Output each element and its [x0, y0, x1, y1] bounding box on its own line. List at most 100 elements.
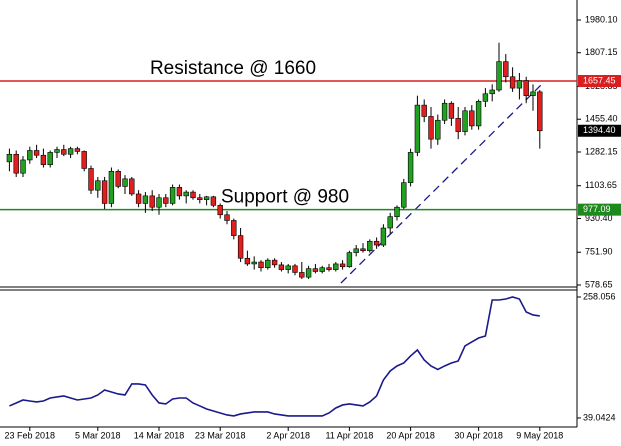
- candle-body: [475, 101, 482, 127]
- candle-body: [47, 152, 53, 165]
- candle-body: [190, 191, 196, 199]
- candle-body: [448, 102, 455, 119]
- trend-line: [340, 84, 542, 284]
- candle-body: [537, 91, 543, 132]
- candle-body: [95, 180, 101, 191]
- candle-body: [142, 195, 149, 204]
- x-tick-label: 23 Mar 2018: [195, 430, 246, 440]
- candle-body: [244, 257, 251, 265]
- candle-body: [231, 220, 237, 236]
- y-tick-label: 1282.15: [585, 146, 618, 156]
- candle-body: [115, 170, 121, 187]
- candle-body: [265, 259, 271, 269]
- x-tick-label: 20 Apr 2018: [386, 430, 435, 440]
- y-tick-label: 930.40: [585, 213, 613, 223]
- candle-body: [237, 235, 244, 259]
- x-tick-label: 11 Apr 2018: [325, 430, 373, 440]
- candle-body: [462, 110, 468, 132]
- level-price-label: 977.09: [583, 204, 611, 214]
- level-price-label: 1657.45: [583, 75, 616, 85]
- candle-body: [33, 150, 40, 156]
- candle-body: [176, 187, 183, 197]
- candle-body: [271, 259, 278, 266]
- candle-body: [258, 261, 264, 269]
- indicator-line: [9, 296, 540, 417]
- x-tick-label: 14 Mar 2018: [134, 430, 185, 440]
- candle-body: [428, 116, 434, 140]
- candle-body: [203, 196, 210, 200]
- x-tick-label: 23 Feb 2018: [5, 430, 56, 440]
- y-tick-label: 39.0424: [583, 412, 616, 422]
- x-tick-label: 5 Mar 2018: [75, 430, 121, 440]
- candle-body: [503, 61, 509, 78]
- level-annotation: Resistance @ 1660: [150, 58, 316, 79]
- candle-body: [6, 153, 13, 163]
- candle-body: [509, 76, 516, 89]
- candle-body: [312, 268, 319, 272]
- candle-body: [129, 178, 135, 195]
- candle-body: [81, 151, 87, 169]
- candle-body: [149, 195, 155, 208]
- candle-body: [183, 191, 189, 197]
- candle-body: [169, 187, 176, 204]
- level-price-box: [578, 203, 621, 216]
- candle-body: [197, 197, 203, 200]
- candle-body: [67, 148, 74, 155]
- candle-body: [530, 91, 536, 96]
- candle-body: [489, 89, 495, 95]
- last-price-box: [578, 124, 621, 137]
- y-tick-label: 258.056: [583, 291, 616, 301]
- y-tick-label: 578.65: [585, 279, 613, 289]
- candle-body: [74, 148, 81, 152]
- candle-body: [156, 197, 162, 208]
- candle-body: [326, 267, 332, 270]
- candle-body: [367, 240, 373, 251]
- level-annotation: Support @ 980: [221, 187, 349, 208]
- y-tick-label: 1103.65: [585, 180, 617, 190]
- candle-body: [27, 150, 33, 161]
- candle-body: [435, 119, 441, 140]
- candle-body: [339, 263, 346, 268]
- candle-body: [401, 182, 407, 208]
- candle-body: [108, 170, 115, 204]
- candle-body: [380, 227, 387, 246]
- candle-body: [353, 248, 359, 253]
- candle-body: [285, 265, 291, 270]
- candle-body: [407, 152, 414, 183]
- candle-body: [54, 149, 60, 153]
- candle-body: [305, 268, 312, 278]
- candle-body: [210, 196, 217, 206]
- candle-body: [217, 205, 223, 216]
- candle-body: [299, 272, 305, 278]
- candle-body: [523, 80, 529, 96]
- candle-body: [421, 104, 427, 117]
- candle-body: [360, 248, 366, 251]
- candle-body: [441, 102, 448, 121]
- candle-body: [482, 93, 489, 102]
- y-tick-label: 1455.40: [585, 114, 618, 124]
- candle-body: [20, 159, 26, 174]
- last-price-label: 1394.40: [583, 125, 616, 135]
- candle-body: [346, 252, 353, 268]
- candle-body: [88, 168, 94, 191]
- candle-body: [40, 154, 47, 165]
- x-tick-label: 2 Apr 2018: [266, 430, 310, 440]
- x-tick-label: 30 Apr 2018: [454, 430, 503, 440]
- candle-body: [101, 180, 108, 204]
- candle-body: [414, 104, 421, 153]
- candle-body: [224, 214, 230, 221]
- level-price-box: [578, 75, 621, 88]
- candle-body: [163, 197, 169, 204]
- candle-body: [61, 149, 67, 155]
- candle-body: [455, 118, 461, 132]
- candle-body: [469, 110, 475, 127]
- candle-body: [373, 240, 380, 246]
- candle-body: [13, 153, 19, 174]
- candle-body: [292, 265, 298, 273]
- y-tick-label: 751.90: [585, 247, 613, 257]
- candle-body: [122, 178, 128, 187]
- candle-body: [278, 264, 285, 270]
- candle-body: [496, 61, 502, 91]
